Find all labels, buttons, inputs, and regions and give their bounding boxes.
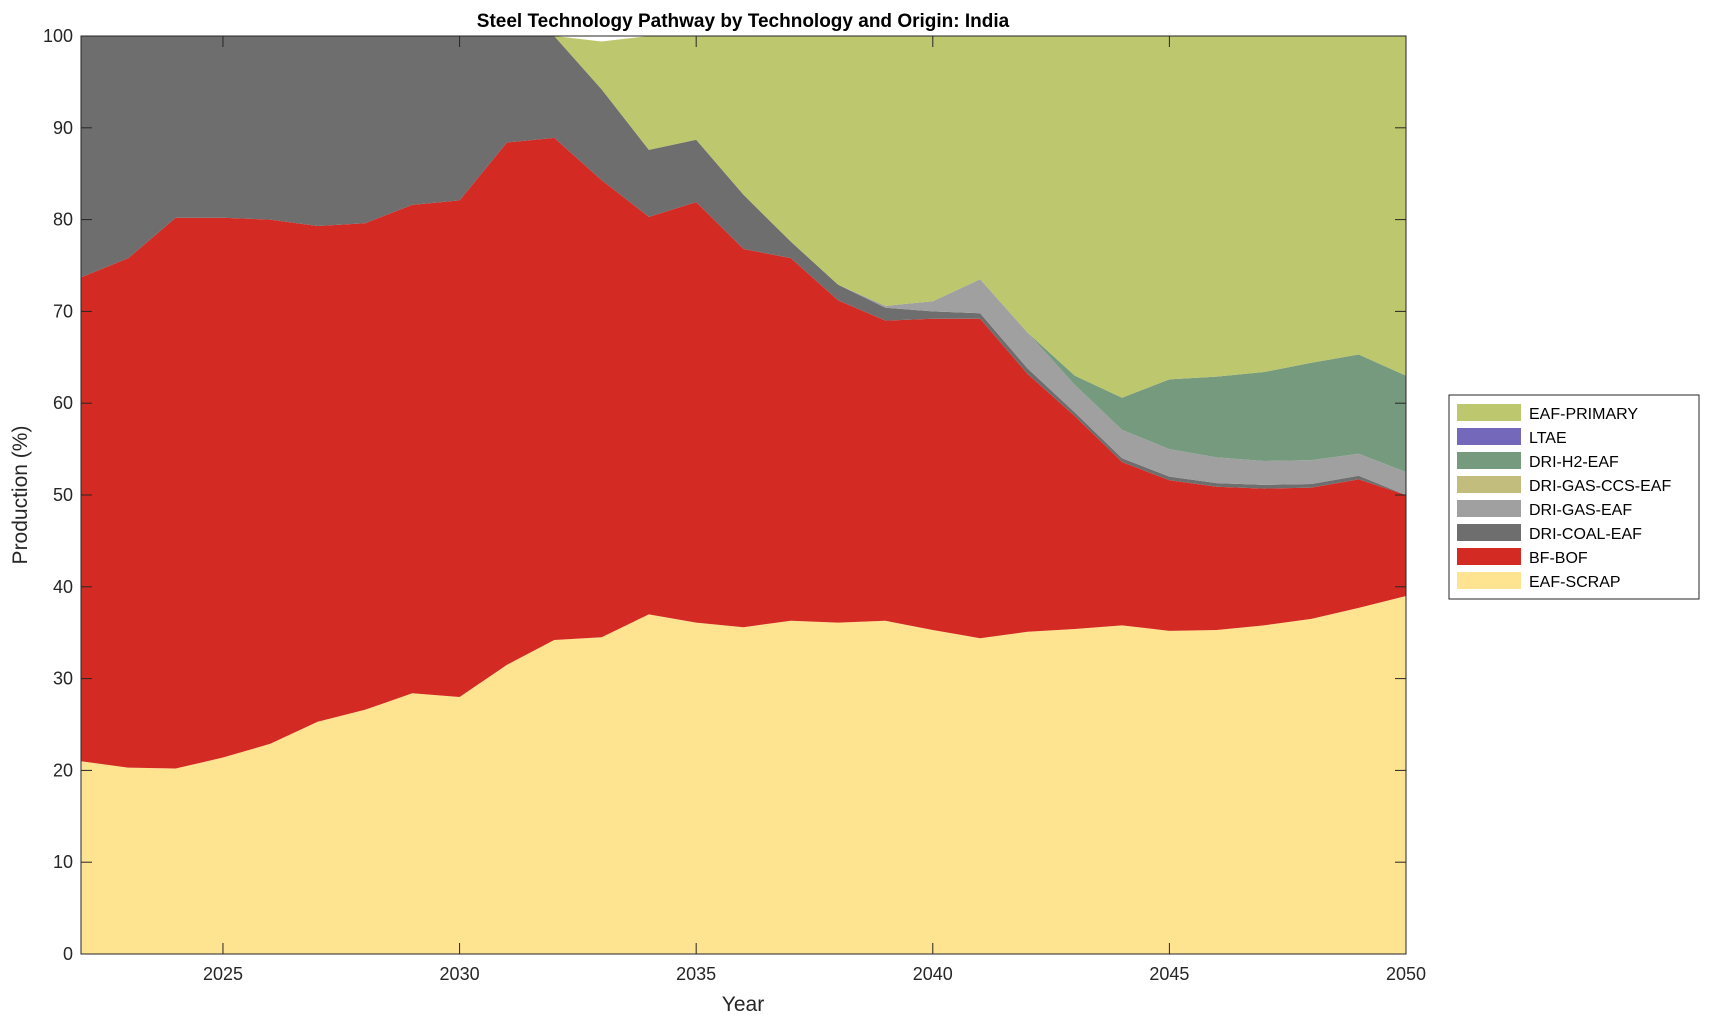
y-tick-label: 100 [43,26,73,46]
legend-label-eaf-scrap: EAF-SCRAP [1529,574,1621,591]
legend-label-ltae: LTAE [1529,430,1567,447]
legend-swatch-dri-gas-eaf [1457,500,1521,517]
x-tick-label: 2030 [440,964,480,984]
legend-box [1448,394,1700,600]
y-axis: 0 10 20 30 40 50 60 70 80 90 100 [43,26,1406,964]
y-tick-label: 30 [53,669,73,689]
x-tick-label: 2025 [203,964,243,984]
legend-swatch-dri-h2-eaf [1457,452,1521,469]
x-axis-label: Year [722,993,764,1016]
legend-swatch-dri-gas-ccs-eaf [1457,476,1521,493]
y-tick-label: 70 [53,301,73,321]
y-tick-label: 40 [53,577,73,597]
x-tick-label: 2045 [1149,964,1189,984]
legend-swatch-eaf-primary [1457,404,1521,421]
y-tick-label: 20 [53,760,73,780]
area-dri-h2-eaf [81,36,1406,473]
y-tick-label: 10 [53,852,73,872]
legend: EAF-PRIMARY LTAE DRI-H2-EAF DRI-GAS-CCS-EAF… [1448,394,1700,600]
y-tick-label: 50 [53,485,73,505]
legend-swatch-eaf-scrap [1457,572,1521,589]
y-tick-label: 90 [53,118,73,138]
area-eaf-scrap [81,595,1406,954]
x-axis: 2025 2030 2035 2040 2045 2050 [203,36,1426,984]
legend-swatch-ltae [1457,428,1521,445]
y-tick-label: 80 [53,210,73,230]
x-tick-label: 2035 [676,964,716,984]
plot-areas [81,36,1406,954]
legend-label-dri-coal-eaf: DRI-COAL-EAF [1529,526,1642,543]
x-tick-label: 2050 [1386,964,1426,984]
area-eaf-primary [81,36,1406,398]
legend-swatch-bf-bof [1457,548,1521,565]
chart-title: Steel Technology Pathway by Technology a… [477,11,1010,32]
y-tick-label: 60 [53,393,73,413]
legend-label-dri-gas-ccs-eaf: DRI-GAS-CCS-EAF [1529,478,1671,495]
y-axis-label: Production (%) [9,426,32,565]
legend-label-dri-h2-eaf: DRI-H2-EAF [1529,454,1619,471]
area-bf-bof [81,137,1406,769]
legend-label-dri-gas-eaf: DRI-GAS-EAF [1529,502,1632,519]
legend-label-eaf-primary: EAF-PRIMARY [1529,406,1638,423]
area-dri-coal-eaf [81,36,1406,495]
legend-swatch-dri-coal-eaf [1457,524,1521,541]
legend-label-bf-bof: BF-BOF [1529,550,1588,567]
y-tick-label: 0 [63,944,73,964]
x-tick-label: 2040 [913,964,953,984]
